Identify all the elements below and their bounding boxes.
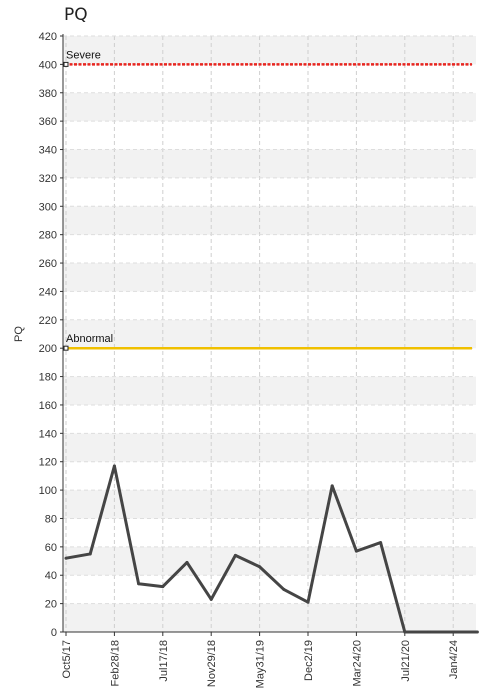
- y-tick-label: 280: [39, 230, 57, 242]
- x-tick-label: Oct5/17: [61, 640, 73, 679]
- band: [63, 546, 476, 576]
- y-tick-label: 400: [39, 59, 57, 71]
- data-point: [185, 560, 189, 564]
- data-point: [161, 585, 165, 589]
- band: [63, 206, 476, 235]
- x-tick-labels: Oct5/17 Feb28/18 Jul17/18 Nov29/18 May31/19 D…: [61, 632, 460, 688]
- y-tick-label: 380: [39, 88, 57, 100]
- y-axis-label: PQ: [13, 326, 25, 342]
- band: [63, 149, 476, 178]
- band: [63, 348, 476, 377]
- data-point: [354, 549, 358, 553]
- band: [63, 376, 476, 405]
- y-tick-label: 140: [39, 428, 57, 440]
- band: [63, 319, 476, 349]
- x-tick-label: May31/19: [255, 640, 267, 688]
- data-point: [306, 600, 310, 604]
- background-bands: [63, 36, 476, 632]
- band: [63, 603, 476, 632]
- data-point: [258, 565, 262, 569]
- data-point: [379, 541, 383, 545]
- band: [63, 433, 476, 462]
- data-point: [451, 630, 455, 634]
- y-tick-label: 100: [39, 485, 57, 497]
- data-point: [282, 587, 286, 591]
- band: [63, 404, 476, 434]
- y-tick-labels: 0 20 40 60 80 100 120 140 160 180 200 220 240 260 280 3…: [39, 31, 63, 639]
- data-point: [64, 556, 68, 560]
- data-point: [209, 597, 213, 601]
- band: [63, 177, 476, 207]
- data-point: [137, 582, 141, 586]
- x-tick-label: Jul17/18: [158, 640, 170, 682]
- band: [63, 490, 476, 519]
- band: [63, 291, 476, 320]
- band: [63, 575, 476, 604]
- y-tick-label: 220: [39, 315, 57, 327]
- y-tick-label: 360: [39, 116, 57, 128]
- x-tick-label: Dec2/19: [303, 640, 315, 681]
- y-tick-label: 260: [39, 258, 57, 270]
- band: [63, 36, 476, 65]
- x-tick-label: Mar24/20: [351, 640, 363, 686]
- threshold-label: Severe: [66, 49, 101, 61]
- y-tick-label: 420: [39, 31, 57, 43]
- y-tick-label: 0: [51, 627, 57, 639]
- y-tick-label: 60: [45, 542, 57, 554]
- data-series: [64, 464, 479, 634]
- band: [63, 64, 476, 93]
- y-tick-label: 200: [39, 343, 57, 355]
- band: [63, 92, 476, 122]
- data-point: [112, 464, 116, 468]
- data-point: [233, 553, 237, 557]
- data-point: [330, 484, 334, 488]
- threshold-label: Abnormal: [66, 333, 113, 345]
- vertical-gridlines: [65, 36, 454, 632]
- threshold-marker: [63, 61, 69, 67]
- y-tick-label: 80: [45, 513, 57, 525]
- band: [63, 461, 476, 491]
- x-tick-label: Jan4/24: [448, 640, 460, 679]
- x-tick-label: Nov29/18: [206, 640, 218, 687]
- y-tick-label: 20: [45, 599, 57, 611]
- y-tick-label: 300: [39, 201, 57, 213]
- series-line: [65, 464, 478, 634]
- y-tick-label: 120: [39, 457, 57, 469]
- y-tick-label: 160: [39, 400, 57, 412]
- x-tick-label: Jul21/20: [400, 640, 412, 682]
- data-point: [427, 630, 431, 634]
- data-point: [403, 630, 407, 634]
- band: [63, 121, 476, 150]
- x-tick-label: Feb28/18: [109, 640, 121, 686]
- y-tick-label: 320: [39, 173, 57, 185]
- y-tick-label: 240: [39, 286, 57, 298]
- data-point: [475, 630, 479, 634]
- y-tick-label: 340: [39, 145, 57, 157]
- band: [63, 518, 476, 547]
- band: [63, 234, 476, 264]
- threshold-lines: Severe Abnormal: [63, 49, 472, 351]
- chart-title: PQ: [64, 5, 88, 25]
- threshold-marker: [63, 345, 69, 351]
- data-point: [88, 552, 92, 556]
- band: [63, 263, 476, 292]
- y-tick-label: 180: [39, 372, 57, 384]
- y-tick-label: 40: [45, 570, 57, 582]
